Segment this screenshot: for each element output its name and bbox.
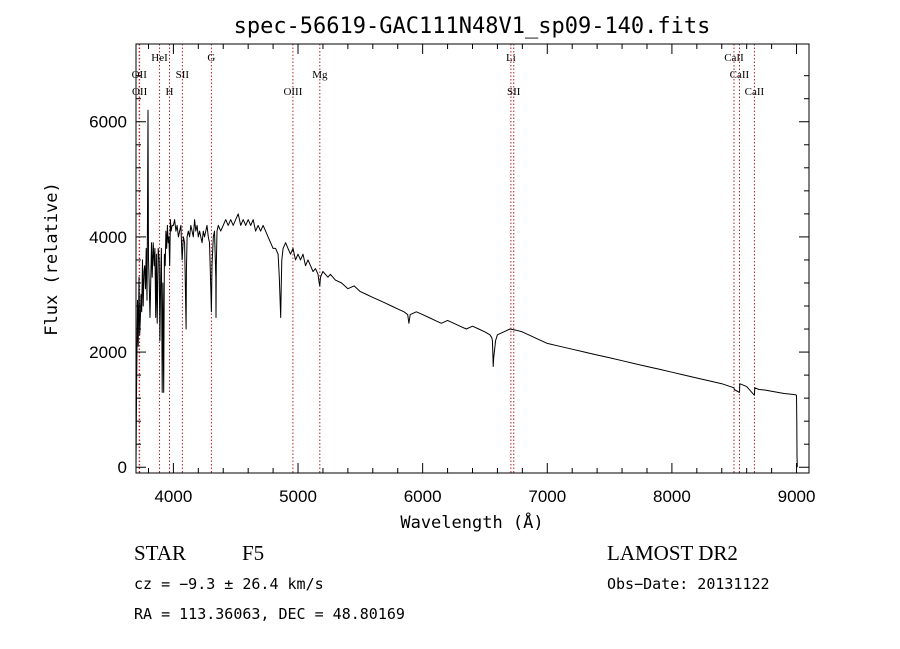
observation-date: Obs−Date: 20131122 <box>607 575 770 593</box>
y-axis-label: Flux (relative) <box>42 182 62 336</box>
y-tick-label-0: 0 <box>118 458 127 477</box>
line-label-4: SII <box>176 69 190 81</box>
x-tick-label-1: 5000 <box>279 487 317 506</box>
line-label-10: CaII <box>724 52 744 64</box>
line-label-2: HeI <box>151 52 168 64</box>
x-axis: 4000 5000 6000 7000 8000 9000 <box>147 44 816 506</box>
line-label-5: G <box>207 52 215 64</box>
line-label-7: Mg <box>312 69 328 81</box>
redshift-velocity: cz = −9.3 ± 26.4 km/s <box>134 575 324 593</box>
y-tick-label-1: 2000 <box>89 343 127 362</box>
object-class: STAR <box>134 541 186 565</box>
line-label-9: SII <box>507 86 521 98</box>
x-tick-label-2: 6000 <box>404 487 442 506</box>
spectrum-line-0 <box>135 109 798 468</box>
x-tick-label-3: 7000 <box>528 487 566 506</box>
survey-name: LAMOST DR2 <box>607 541 738 565</box>
y-tick-label-3: 6000 <box>89 113 127 132</box>
line-label-8: Li <box>506 52 516 64</box>
chart-title: spec-56619-GAC111N48V1_sp09-140.fits <box>234 14 711 39</box>
spectrum-layer <box>135 109 798 468</box>
y-tick-label-2: 4000 <box>89 228 127 247</box>
x-tick-label-4: 8000 <box>653 487 691 506</box>
x-tick-label-0: 4000 <box>154 487 192 506</box>
x-tick-label-5: 9000 <box>778 487 816 506</box>
line-label-6: OIII <box>283 86 302 98</box>
x-axis-label: Wavelength (Å) <box>400 511 543 533</box>
line-label-12: CaII <box>745 86 765 98</box>
line-label-11: CaII <box>730 69 750 81</box>
line-label-1: OII <box>132 86 148 98</box>
y-axis: 0 2000 4000 6000 <box>89 75 809 477</box>
object-subclass: F5 <box>242 541 264 565</box>
line-label-3: H <box>166 86 174 98</box>
coordinates: RA = 113.36063, DEC = 48.80169 <box>134 605 405 623</box>
